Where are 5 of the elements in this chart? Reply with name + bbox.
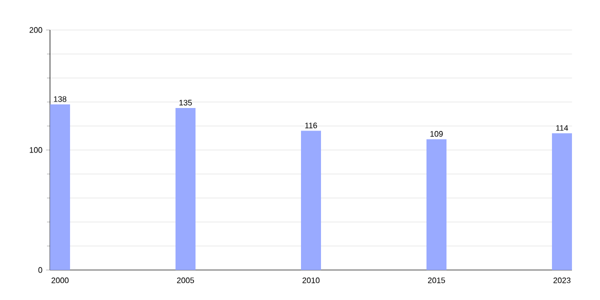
bar [552,133,572,270]
bar [301,130,322,270]
bar [426,139,446,270]
bar [176,108,196,270]
bar [50,104,70,270]
